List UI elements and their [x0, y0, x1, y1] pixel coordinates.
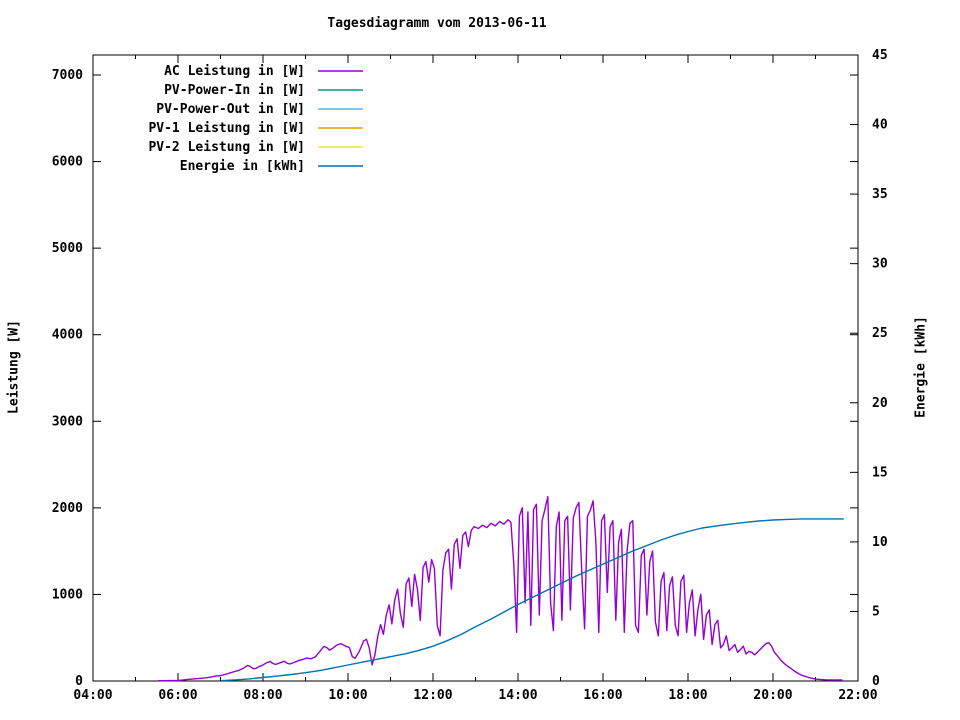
legend-label: PV-Power-Out in [W]: [156, 102, 305, 117]
y-right-tick-label: 40: [872, 118, 888, 133]
x-tick-label: 04:00: [73, 688, 112, 703]
y-left-tick-label: 2000: [52, 501, 83, 516]
y-right-tick-label: 30: [872, 257, 888, 272]
y-left-tick-label: 7000: [52, 68, 83, 83]
y-left-tick-label: 1000: [52, 587, 83, 602]
y-left-tick-label: 6000: [52, 155, 83, 170]
legend-label: PV-1 Leistung in [W]: [148, 121, 305, 136]
y-left-tick-label: 0: [75, 674, 83, 689]
x-tick-label: 20:00: [753, 688, 792, 703]
x-tick-label: 14:00: [498, 688, 537, 703]
y-left-tick-label: 5000: [52, 241, 83, 256]
legend-label: PV-Power-In in [W]: [164, 83, 305, 98]
legend-label: AC Leistung in [W]: [164, 64, 305, 79]
y-right-tick-label: 20: [872, 396, 888, 411]
y-left-tick-label: 4000: [52, 328, 83, 343]
x-tick-label: 18:00: [668, 688, 707, 703]
series-line-energie-in-kwh: [221, 518, 844, 682]
y-right-tick-label: 35: [872, 187, 888, 202]
y-right-tick-label: 25: [872, 326, 888, 341]
x-tick-label: 12:00: [413, 688, 452, 703]
x-tick-label: 16:00: [583, 688, 622, 703]
legend-label: Energie in [kWh]: [180, 159, 305, 174]
y-right-tick-label: 15: [872, 465, 888, 480]
chart-title: Tagesdiagramm vom 2013-06-11: [327, 16, 547, 31]
series-line-ac-leistung-in-w: [158, 495, 843, 682]
x-tick-label: 08:00: [243, 688, 282, 703]
x-tick-label: 10:00: [328, 688, 367, 703]
legend-label: PV-2 Leistung in [W]: [148, 140, 305, 155]
y-right-tick-label: 10: [872, 535, 888, 550]
y-right-tick-label: 0: [872, 674, 880, 689]
y-left-tick-label: 3000: [52, 414, 83, 429]
x-tick-label: 06:00: [158, 688, 197, 703]
y-right-tick-label: 5: [872, 604, 880, 619]
x-tick-label: 22:00: [838, 688, 877, 703]
y-right-tick-label: 45: [872, 48, 888, 63]
